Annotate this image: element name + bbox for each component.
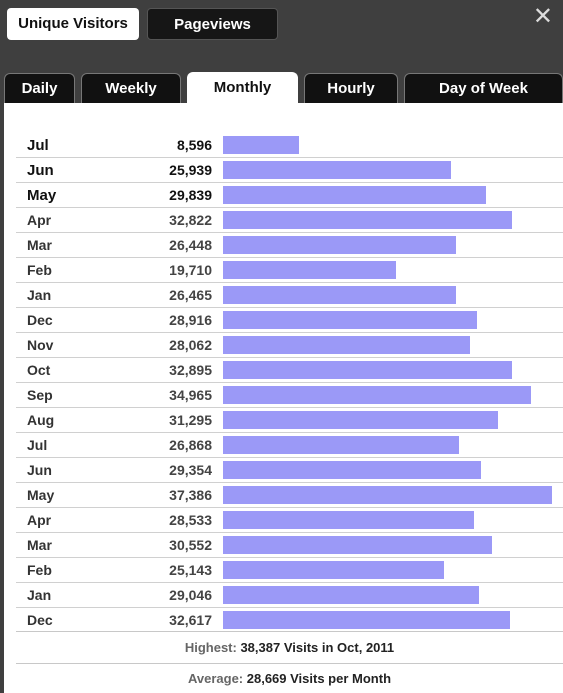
month-label: Jul [27, 437, 47, 453]
average-label: Average: [187, 671, 244, 686]
value-label: 26,448 [169, 237, 212, 253]
value-label: 26,868 [169, 437, 212, 453]
visitor-bar[interactable] [223, 536, 492, 554]
highest-label: Highest: [184, 640, 237, 655]
visitor-bar[interactable] [223, 411, 498, 429]
month-label: Aug [27, 412, 54, 428]
value-label: 25,939 [169, 162, 212, 178]
value-label: 37,386 [169, 487, 212, 503]
visitor-bar[interactable] [223, 286, 456, 304]
visitor-bar[interactable] [223, 236, 456, 254]
value-label: 32,822 [169, 212, 212, 228]
month-label: Apr [27, 212, 52, 228]
month-label: Jun [27, 462, 52, 478]
unique-visitors-button[interactable]: Unique Visitors [7, 8, 139, 40]
month-label: Feb [27, 562, 52, 578]
summary-divider [16, 631, 563, 632]
average-summary: Average: 28,669 Visits per Month [16, 671, 563, 686]
visitor-bar[interactable] [223, 186, 486, 204]
month-label: Apr [27, 512, 52, 528]
month-label: Feb [27, 262, 52, 278]
month-label: Jun [27, 162, 54, 179]
month-label: Mar [27, 537, 52, 553]
month-label: May [27, 487, 54, 503]
value-label: 19,710 [169, 262, 212, 278]
visitor-bar[interactable] [223, 486, 552, 504]
monthly-visitors-chart: Jul 8,596 Jun 25,939 May 29,839 Apr 32,822 Mar 26… [16, 136, 563, 629]
value-label: 29,354 [169, 462, 212, 478]
visitor-bar[interactable] [223, 161, 451, 179]
chart-panel: Jul 8,596 Jun 25,939 May 29,839 Apr 32,822 Mar 26… [4, 103, 563, 693]
tab-daily[interactable]: Daily [4, 73, 75, 103]
month-label: Jul [27, 137, 49, 154]
visitor-bar[interactable] [223, 261, 396, 279]
month-label: Dec [27, 612, 53, 628]
close-icon[interactable]: ✕ [532, 3, 553, 30]
visitor-bar[interactable] [223, 211, 512, 229]
visitor-bar[interactable] [223, 311, 477, 329]
value-label: 34,965 [169, 387, 212, 403]
visitor-bar[interactable] [223, 386, 531, 404]
value-label: 28,062 [169, 337, 212, 353]
value-label: 29,839 [169, 187, 212, 203]
tab-weekly[interactable]: Weekly [81, 73, 181, 103]
visitor-bar[interactable] [223, 336, 470, 354]
month-label: Mar [27, 237, 52, 253]
month-label: Oct [27, 362, 51, 378]
value-label: 32,617 [169, 612, 212, 628]
summary-divider [16, 663, 563, 664]
visitor-bar[interactable] [223, 461, 481, 479]
value-label: 31,295 [169, 412, 212, 428]
month-label: Jan [27, 587, 51, 603]
visitor-bar[interactable] [223, 361, 512, 379]
tab-monthly[interactable]: Monthly [187, 72, 298, 104]
visitor-bar[interactable] [223, 136, 299, 154]
value-label: 28,916 [169, 312, 212, 328]
visitor-bar[interactable] [223, 586, 479, 604]
value-label: 25,143 [169, 562, 212, 578]
visitor-bar[interactable] [223, 511, 474, 529]
value-label: 26,465 [169, 287, 212, 303]
highest-summary: Highest: 38,387 Visits in Oct, 2011 [16, 640, 563, 655]
average-value: 28,669 Visits per Month [246, 671, 392, 686]
visitor-bar[interactable] [223, 611, 510, 629]
month-label: Jan [27, 287, 51, 303]
value-label: 28,533 [169, 512, 212, 528]
value-label: 8,596 [177, 137, 212, 153]
month-label: Sep [27, 387, 53, 403]
highest-value: 38,387 Visits in Oct, 2011 [240, 640, 395, 655]
value-label: 30,552 [169, 537, 212, 553]
value-label: 29,046 [169, 587, 212, 603]
month-label: May [27, 187, 57, 204]
visitor-bar[interactable] [223, 561, 444, 579]
visitor-bar[interactable] [223, 436, 459, 454]
month-label: Nov [27, 337, 54, 353]
month-label: Dec [27, 312, 53, 328]
value-label: 32,895 [169, 362, 212, 378]
pageviews-button[interactable]: Pageviews [147, 8, 278, 40]
tab-hourly[interactable]: Hourly [304, 73, 398, 103]
tab-day-of-week[interactable]: Day of Week [404, 73, 563, 103]
